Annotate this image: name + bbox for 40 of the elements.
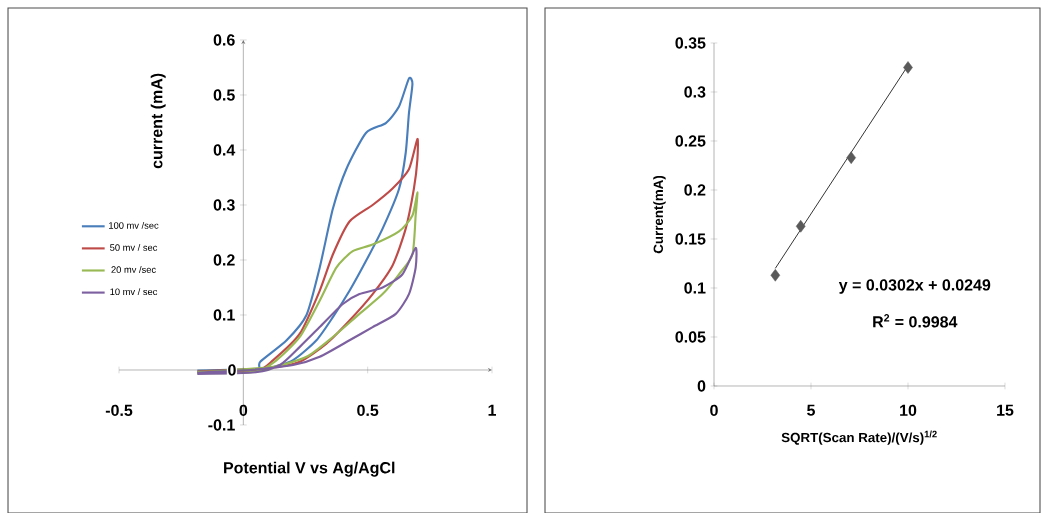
line-series	[196, 191, 419, 375]
y-tick-label: 0	[697, 380, 706, 392]
x-tick-label: 5	[807, 404, 815, 416]
point	[795, 219, 806, 233]
legend-label: 50 mv / sec	[110, 244, 158, 251]
y-tick-label: 0.3	[684, 86, 706, 98]
x-axis-title: SQRT(Scan Rate)/(V/s)$^{1/2}$	[781, 430, 937, 445]
legend-label: 10 mv / sec	[110, 288, 158, 296]
annotation: y = 0.0302x + 0.0249	[838, 279, 991, 294]
y-tick-label: 0.25	[675, 135, 706, 147]
point	[770, 268, 781, 282]
x-axis-title: Potential V vs Ag/AgCl	[224, 461, 395, 477]
x-tick-label: 1	[488, 404, 496, 416]
x-tick-label: 0.5	[357, 404, 379, 417]
y-axis-title: Current(mA)	[653, 175, 666, 254]
y-tick-label: -0.1	[208, 419, 235, 431]
y-tick-label: 0.2	[684, 184, 706, 196]
y-tick-label: 0.35	[675, 37, 706, 49]
y-tick-label: 0.2	[213, 254, 235, 266]
point	[846, 151, 856, 164]
y-tick-label: 0.3	[213, 199, 235, 211]
x-tick-label: 0	[239, 404, 248, 417]
y-axis-title: current (mA)	[150, 73, 166, 169]
legend-label: 20 mv /sec	[111, 266, 156, 273]
y-tick-label: 0.4	[213, 144, 236, 156]
y-tick-label: 0.1	[213, 309, 235, 321]
y-tick-label: 0.6	[213, 34, 235, 46]
y-tick-label: 0.1	[684, 282, 706, 294]
x-tick-label: 10	[900, 404, 917, 417]
y-tick-label: 0.05	[675, 331, 706, 343]
x-tick-label: 15	[997, 404, 1014, 416]
y-tick-label: 0	[228, 364, 236, 376]
legend-label: 100 mv /sec	[109, 221, 159, 229]
line-series	[196, 246, 418, 375]
point	[903, 61, 913, 74]
x-tick-label: -0.5	[105, 404, 133, 417]
y-tick-label: 0.15	[675, 233, 706, 245]
y-tick-label: 0.5	[213, 89, 235, 101]
x-tick-label: 0	[710, 404, 718, 417]
annotation: R$^{2}$ = 0.9984	[873, 314, 958, 328]
